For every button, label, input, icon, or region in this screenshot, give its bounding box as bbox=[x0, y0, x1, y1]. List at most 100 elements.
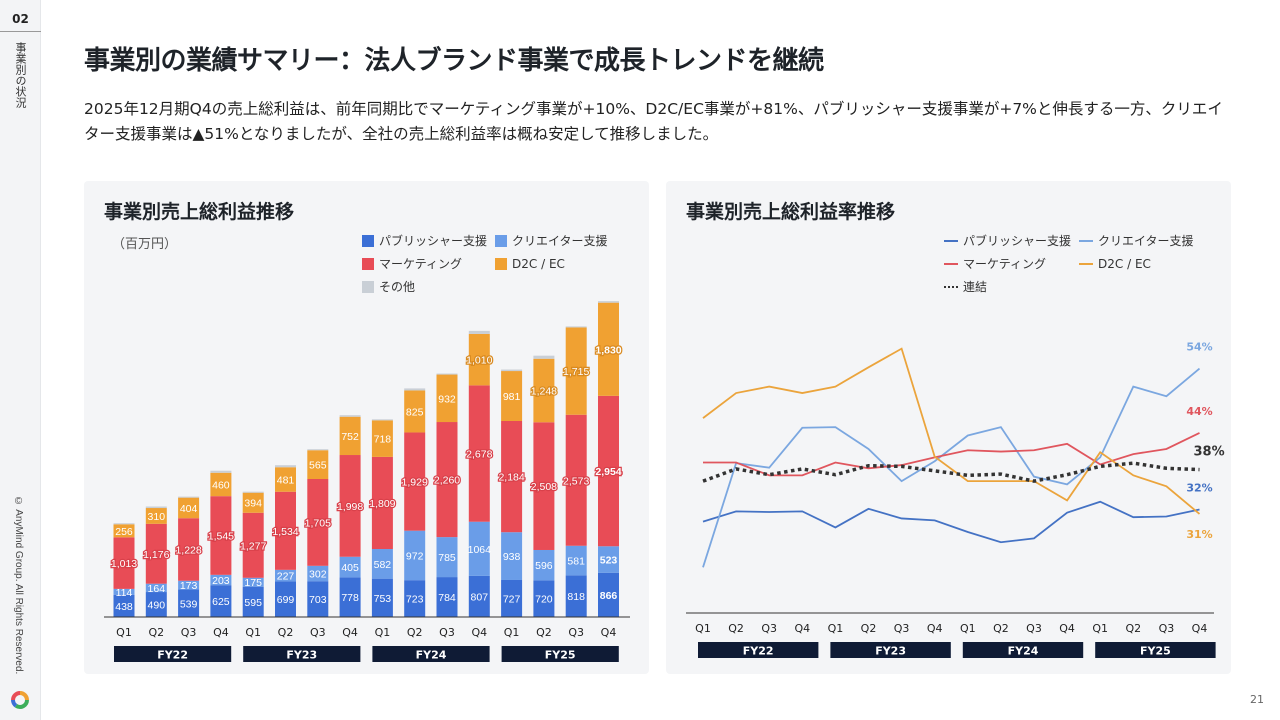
x-tick-label: Q3 bbox=[1159, 622, 1175, 635]
section-label: 事業別の状況 bbox=[14, 42, 27, 108]
data-label: 404 bbox=[180, 503, 198, 515]
data-label: 1064 bbox=[468, 544, 492, 556]
page-title: 事業別の業績サマリー：法人ブランド事業で成長トレンドを継続 bbox=[84, 46, 824, 76]
legend-swatch-icon bbox=[495, 257, 508, 270]
legend-line-icon bbox=[944, 239, 958, 242]
x-tick-label: Q4 bbox=[601, 626, 617, 639]
bar-segment bbox=[242, 512, 264, 578]
x-tick-label: Q3 bbox=[1026, 622, 1042, 635]
bar-segment bbox=[565, 545, 587, 576]
data-label: 581 bbox=[567, 556, 585, 568]
divider bbox=[0, 31, 41, 32]
data-label: 490 bbox=[148, 600, 166, 612]
bar-segment bbox=[307, 450, 329, 480]
x-tick-label: Q1 bbox=[695, 622, 711, 635]
legend-label: クリエイター支援 bbox=[1098, 234, 1194, 248]
bar-segment bbox=[565, 575, 587, 617]
data-label: 565 bbox=[309, 460, 327, 472]
data-label: 972 bbox=[406, 550, 424, 562]
data-label: 1,277 bbox=[240, 540, 266, 552]
bar-segment bbox=[275, 569, 296, 582]
fiscal-year-label: FY24 bbox=[1008, 645, 1039, 658]
bar-segment bbox=[275, 465, 296, 468]
data-label: 2,573 bbox=[563, 475, 589, 487]
fiscal-year-band bbox=[372, 646, 490, 662]
bar-segment bbox=[533, 355, 555, 359]
x-tick-label: Q4 bbox=[213, 626, 229, 639]
bar-segment bbox=[178, 518, 200, 581]
x-tick-label: Q1 bbox=[375, 626, 391, 639]
data-label: 460 bbox=[212, 479, 230, 491]
legend-item: 連結 bbox=[944, 278, 1071, 295]
bar-segment bbox=[436, 537, 458, 578]
bar-segment bbox=[307, 449, 329, 451]
data-label: 752 bbox=[341, 431, 359, 443]
bar-segment bbox=[242, 491, 264, 493]
x-tick-label: Q2 bbox=[1125, 622, 1141, 635]
data-label: 778 bbox=[341, 592, 359, 604]
bar-segment bbox=[436, 373, 458, 375]
bar-segment bbox=[210, 470, 232, 473]
fiscal-year-band bbox=[962, 642, 1084, 658]
data-label: 227 bbox=[277, 571, 295, 583]
data-label: 164 bbox=[148, 583, 166, 595]
bar-segment bbox=[210, 585, 232, 617]
data-label: 114 bbox=[116, 587, 133, 599]
line-chart-panel: 事業別売上総利益率推移 パブリッシャー支援 クリエイター支援 マーケティング D2C … bbox=[666, 181, 1231, 674]
bar-segment bbox=[468, 330, 490, 334]
data-label: 1,248 bbox=[531, 386, 557, 398]
data-label: 2,954 bbox=[595, 466, 621, 478]
bar-segment bbox=[371, 420, 393, 457]
fiscal-year-band bbox=[114, 646, 232, 662]
bar-segment bbox=[339, 577, 361, 617]
x-tick-label: Q2 bbox=[728, 622, 744, 635]
x-tick-label: Q3 bbox=[439, 626, 455, 639]
data-label: 2,184 bbox=[498, 472, 524, 484]
x-tick-label: Q4 bbox=[471, 626, 487, 639]
sidebar: 02 事業別の状況 © AnyMind Group. All Rights Re… bbox=[0, 0, 41, 720]
fiscal-year-label: FY22 bbox=[157, 649, 188, 662]
data-label: 825 bbox=[406, 406, 424, 418]
bar-segment bbox=[113, 523, 135, 525]
fiscal-year-label: FY23 bbox=[875, 645, 906, 658]
fiscal-year-band bbox=[243, 646, 361, 662]
data-label: 753 bbox=[374, 593, 392, 605]
x-tick-label: Q3 bbox=[568, 626, 584, 639]
anymind-logo-icon bbox=[11, 691, 29, 709]
bar-segment bbox=[598, 301, 619, 303]
x-tick-label: Q2 bbox=[407, 626, 423, 639]
x-tick-label: Q1 bbox=[828, 622, 844, 635]
data-label: 1,705 bbox=[305, 517, 331, 529]
fiscal-year-band bbox=[501, 646, 619, 662]
bar-segment bbox=[371, 419, 393, 421]
x-tick-label: Q1 bbox=[116, 626, 132, 639]
bar-segment bbox=[468, 575, 490, 617]
legend-swatch-icon bbox=[362, 257, 374, 270]
bar-segment bbox=[598, 572, 619, 617]
bar-segment bbox=[533, 549, 555, 581]
data-label: 1,228 bbox=[175, 544, 201, 556]
end-value-label: 44% bbox=[1186, 405, 1212, 418]
fiscal-year-label: FY25 bbox=[1140, 645, 1171, 658]
data-label: 938 bbox=[503, 551, 521, 563]
bar-segment bbox=[598, 546, 619, 573]
legend-item: マーケティング bbox=[362, 255, 487, 272]
legend-dotted-line-icon bbox=[944, 285, 958, 288]
data-label: 1,998 bbox=[337, 501, 363, 513]
bar-segment bbox=[533, 358, 555, 423]
end-value-label: 38% bbox=[1194, 445, 1225, 460]
bar-segment bbox=[145, 592, 167, 617]
legend-label: パブリッシャー支援 bbox=[963, 234, 1072, 248]
bar-segment bbox=[210, 574, 232, 586]
bar-segment bbox=[436, 422, 458, 538]
bar-segment bbox=[145, 508, 167, 524]
line-chart-legend: パブリッシャー支援 クリエイター支援 マーケティング D2C / EC 連結 bbox=[944, 232, 1194, 295]
data-label: 405 bbox=[341, 562, 359, 574]
series-line bbox=[702, 461, 1200, 483]
data-label: 1,176 bbox=[143, 549, 169, 561]
series-line bbox=[702, 367, 1201, 568]
bar-segment bbox=[501, 371, 523, 422]
fiscal-year-label: FY25 bbox=[545, 649, 576, 662]
bar-segment bbox=[598, 302, 619, 396]
bar-segment bbox=[371, 456, 393, 550]
